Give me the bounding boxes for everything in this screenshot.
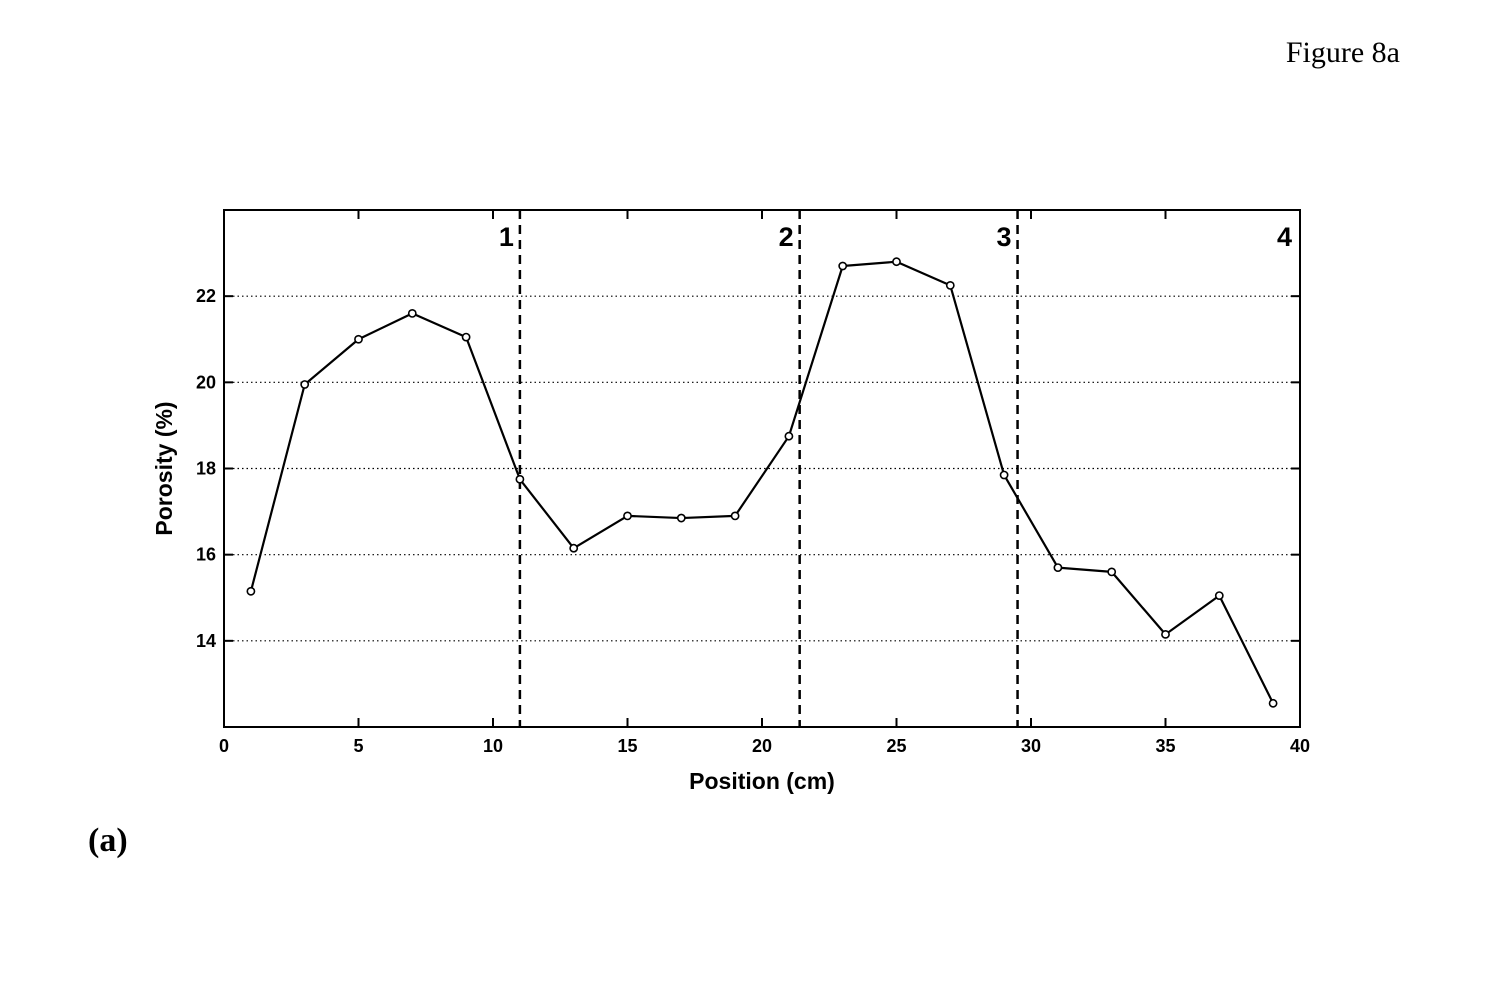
figure-label: Figure 8a — [1285, 36, 1400, 69]
tick-layer — [223, 210, 1301, 727]
data-point-0-17 — [1161, 629, 1170, 639]
boundary-label-4: 4 — [1277, 222, 1292, 252]
data-point-0-14 — [999, 470, 1009, 480]
series-line-0 — [249, 260, 1275, 704]
y-tick-label-16: 16 — [196, 545, 216, 565]
data-point-0-16 — [1107, 567, 1117, 577]
grid-layer — [224, 295, 1300, 642]
tick-label-layer: 14 16 18 20 22 0 5 10 15 20 25 30 35 40 — [196, 286, 1310, 756]
boundary-label-3: 3 — [997, 222, 1012, 252]
x-tick-label-35: 35 — [1155, 736, 1175, 756]
x-tick-label-40: 40 — [1290, 736, 1310, 756]
boundary-layer: 1 2 3 4 — [499, 210, 1292, 727]
y-tick-label-18: 18 — [196, 459, 216, 479]
data-point-0-0 — [246, 586, 256, 596]
boundary-label-2: 2 — [779, 222, 794, 252]
x-axis-title: Position (cm) — [689, 768, 835, 794]
data-point-0-15 — [1053, 563, 1063, 572]
data-point-0-10 — [784, 431, 794, 441]
y-tick-label-14: 14 — [196, 631, 216, 651]
data-point-0-6 — [569, 543, 579, 553]
y-tick-label-20: 20 — [196, 372, 216, 392]
data-point-0-2 — [354, 334, 363, 344]
data-point-0-4 — [461, 332, 471, 342]
x-tick-label-15: 15 — [617, 736, 637, 756]
series-layer — [246, 257, 1278, 708]
data-point-0-11 — [838, 261, 848, 271]
y-axis-title: Porosity (%) — [151, 401, 177, 535]
panel-label: (a) — [88, 822, 128, 859]
data-point-0-1 — [300, 380, 310, 389]
data-point-0-7 — [623, 511, 632, 521]
x-tick-label-30: 30 — [1021, 736, 1041, 756]
data-point-0-12 — [892, 257, 901, 267]
x-tick-label-25: 25 — [886, 736, 906, 756]
y-tick-label-22: 22 — [196, 286, 216, 306]
data-point-0-9 — [730, 511, 740, 521]
boundary-label-1: 1 — [499, 222, 514, 252]
x-tick-label-0: 0 — [219, 736, 229, 756]
data-point-0-5 — [515, 474, 525, 484]
data-point-0-19 — [1268, 698, 1278, 708]
x-tick-label-20: 20 — [752, 736, 772, 756]
data-point-0-18 — [1214, 591, 1224, 600]
x-tick-label-5: 5 — [353, 736, 363, 756]
data-point-0-13 — [945, 280, 955, 290]
x-tick-label-10: 10 — [483, 736, 503, 756]
data-point-0-3 — [407, 308, 417, 318]
data-point-0-8 — [676, 513, 686, 523]
